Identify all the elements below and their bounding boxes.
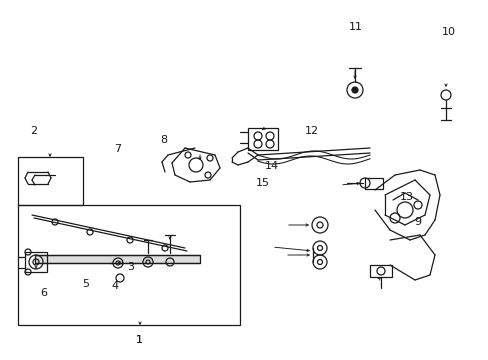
Text: 14: 14	[264, 161, 278, 171]
Text: 7: 7	[114, 144, 121, 154]
Text: 4: 4	[111, 281, 118, 291]
Text: 10: 10	[441, 27, 455, 37]
Bar	[35, 255, 200, 263]
Circle shape	[351, 87, 357, 93]
Text: 11: 11	[348, 22, 362, 32]
Text: 8: 8	[160, 135, 167, 145]
Bar	[247, 128, 278, 150]
Bar	[369, 265, 391, 277]
Text: 3: 3	[127, 262, 134, 272]
Bar	[364, 178, 382, 189]
Bar	[18, 205, 240, 325]
Text: 6: 6	[41, 288, 47, 298]
Bar	[25, 252, 47, 272]
Text: 1: 1	[136, 335, 142, 345]
Text: 12: 12	[305, 126, 318, 136]
Text: 1: 1	[136, 335, 142, 345]
Text: 13: 13	[399, 192, 413, 202]
Bar	[18, 157, 83, 205]
Text: 15: 15	[256, 178, 269, 188]
Text: 9: 9	[414, 217, 421, 228]
Text: 2: 2	[30, 126, 37, 136]
Text: 5: 5	[82, 279, 89, 289]
